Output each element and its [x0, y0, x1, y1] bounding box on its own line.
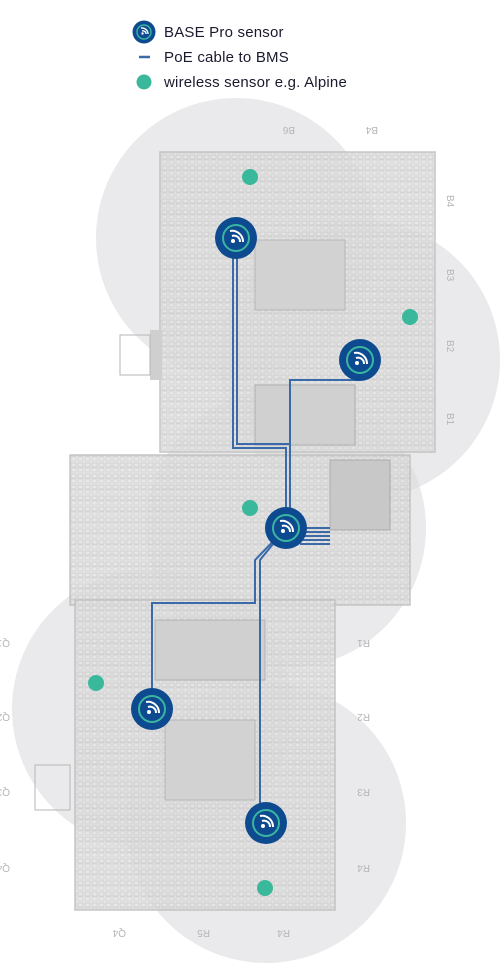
stair-west — [119, 334, 151, 376]
core-block — [150, 330, 162, 380]
lift-block — [329, 459, 391, 531]
wireless-sensor-icon — [257, 880, 273, 896]
legend-label: BASE Pro sensor — [164, 23, 284, 41]
meeting-room — [164, 719, 256, 801]
poe-cable-icon — [139, 55, 150, 59]
building-outline — [34, 151, 436, 911]
zone-label: Q3 — [0, 786, 10, 797]
stair-south — [34, 764, 71, 811]
wireless-sensor-icon — [242, 500, 258, 516]
zone-label: B2 — [444, 340, 455, 353]
legend-label: wireless sensor e.g. Alpine — [164, 73, 347, 91]
zone-label: R1 — [357, 637, 370, 648]
base-pro-sensor-icon — [132, 20, 156, 44]
base-pro-sensors — [131, 217, 381, 844]
wireless-sensor-icon — [242, 169, 258, 185]
wireless-sensor-icon — [402, 309, 418, 325]
zone-label: B1 — [444, 413, 455, 426]
meeting-room — [254, 239, 346, 311]
zone-label: R4 — [357, 862, 370, 873]
zone-label: Q2 — [0, 711, 10, 722]
zone-label: B4 — [365, 124, 378, 135]
zone-label: B3 — [444, 269, 455, 282]
base-pro-sensor-icon — [131, 688, 173, 730]
zone-label: R4 — [277, 927, 290, 938]
wireless-sensor-icon — [136, 74, 152, 90]
zone-label: R5 — [197, 927, 210, 938]
base-pro-sensor-icon — [265, 507, 307, 549]
zone-label: B6 — [282, 124, 295, 135]
zone-label: Q1 — [0, 637, 10, 648]
zone-labels: B6 B4 B4 B3 B2 B1 Q1 Q2 Q3 Q4 R1 R2 R3 R… — [0, 124, 455, 938]
zone-label: R2 — [357, 711, 370, 722]
wireless-sensor-icon — [88, 675, 104, 691]
zone-label: R3 — [357, 786, 370, 797]
zone-label: Q4 — [0, 862, 10, 873]
zone-label: Q4 — [112, 927, 126, 938]
base-pro-sensor-icon — [339, 339, 381, 381]
base-pro-sensor-icon — [215, 217, 257, 259]
base-pro-sensor-icon — [245, 802, 287, 844]
legend-label: PoE cable to BMS — [164, 48, 289, 66]
meeting-room — [254, 384, 356, 446]
meeting-room — [154, 619, 266, 681]
wireless-sensors — [88, 169, 418, 896]
zone-label: B4 — [444, 195, 455, 208]
